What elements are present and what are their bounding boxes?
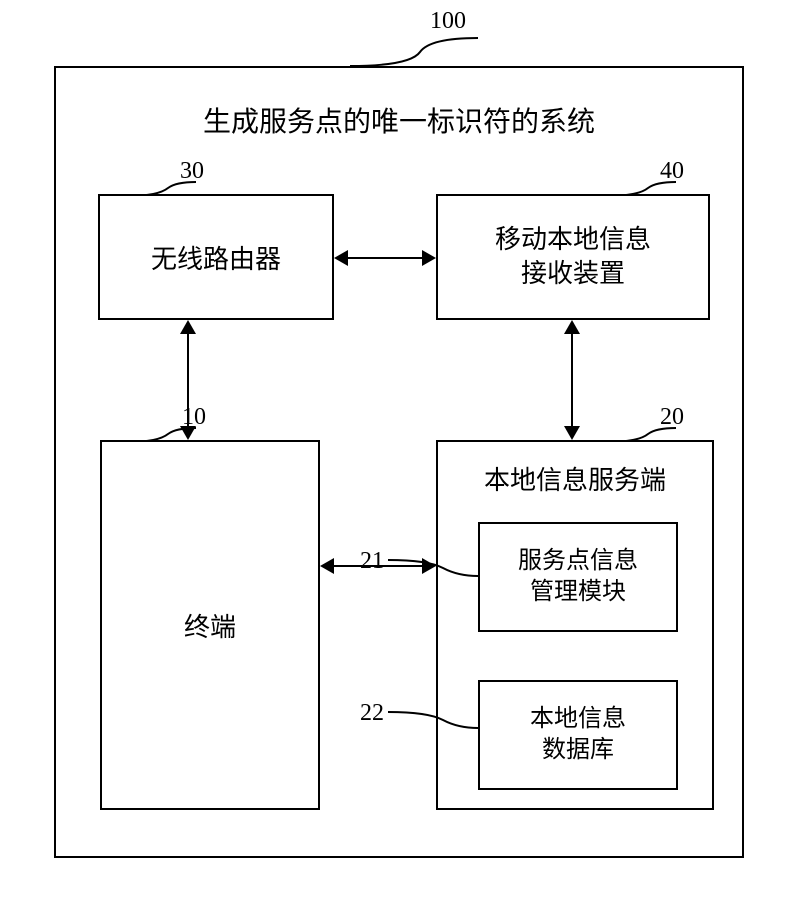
arrow-router-terminal-down: [180, 426, 196, 440]
mgr-label-2: 管理模块: [530, 577, 626, 608]
arrow-router-receiver-right: [422, 250, 436, 266]
terminal-label: 终端: [184, 607, 236, 644]
db-box: 本地信息 数据库: [478, 680, 678, 790]
system-title: 生成服务点的唯一标识符的系统: [56, 100, 742, 140]
arrow-router-receiver-line: [346, 257, 426, 259]
router-box: 无线路由器: [98, 194, 334, 320]
receiver-label-1: 移动本地信息: [495, 223, 651, 257]
arrow-receiver-server-up: [564, 320, 580, 334]
arrow-receiver-server-line: [571, 332, 573, 430]
mgr-box: 服务点信息 管理模块: [478, 522, 678, 632]
mgr-label-1: 服务点信息: [518, 546, 638, 577]
system-leader: [350, 34, 480, 68]
db-label-2: 数据库: [542, 735, 614, 766]
receiver-number: 40: [660, 158, 684, 185]
arrow-terminal-server-left: [320, 558, 334, 574]
arrow-router-terminal-line: [187, 332, 189, 430]
arrow-router-receiver-left: [334, 250, 348, 266]
router-label: 无线路由器: [151, 239, 281, 276]
system-number: 100: [430, 8, 466, 35]
mgr-number: 21: [360, 548, 384, 575]
db-number: 22: [360, 700, 384, 727]
receiver-label-2: 接收装置: [521, 257, 625, 291]
server-title: 本地信息服务端: [438, 460, 712, 497]
arrow-terminal-server-line: [332, 565, 426, 567]
receiver-box: 移动本地信息 接收装置: [436, 194, 710, 320]
arrow-receiver-server-down: [564, 426, 580, 440]
router-number: 30: [180, 158, 204, 185]
arrow-router-terminal-up: [180, 320, 196, 334]
diagram-canvas: 100 生成服务点的唯一标识符的系统 30 无线路由器 40 移动本地信息 接收…: [0, 0, 800, 914]
terminal-box: 终端: [100, 440, 320, 810]
server-number: 20: [660, 404, 684, 431]
db-label-1: 本地信息: [530, 704, 626, 735]
arrow-terminal-server-right: [422, 558, 436, 574]
